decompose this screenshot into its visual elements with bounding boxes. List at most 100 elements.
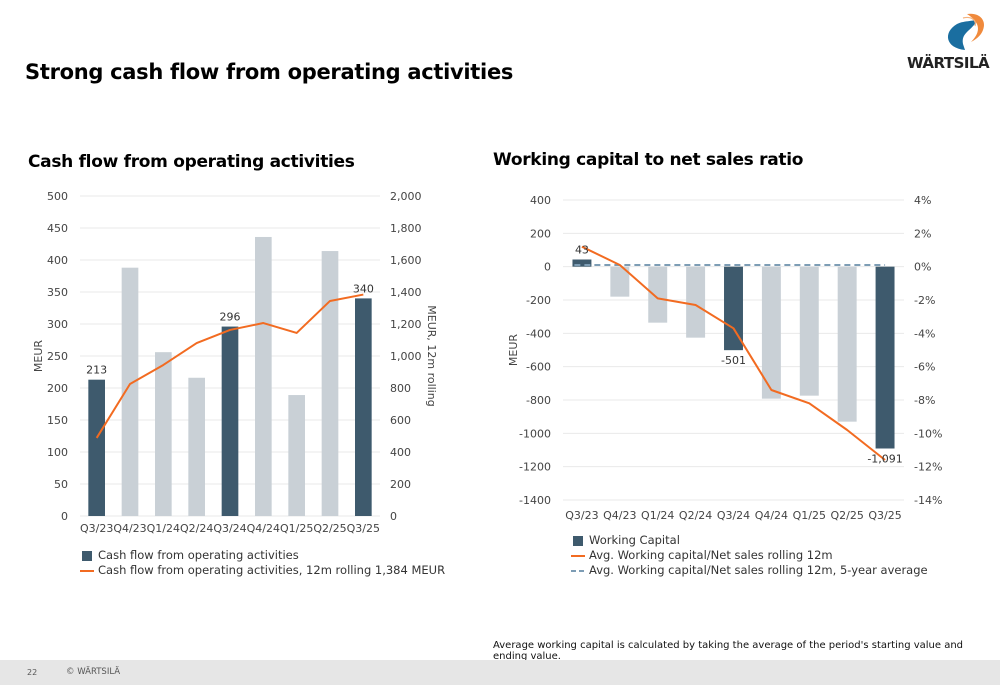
y-tick-label: 400 <box>47 254 68 267</box>
x-tick-label: Q3/23 <box>80 522 113 535</box>
legend-item-working-capital: Working Capital <box>571 533 928 548</box>
legend-label: Avg. Working capital/Net sales rolling 1… <box>589 548 833 562</box>
y-tick-label: 200 <box>530 227 551 240</box>
legend-swatch-line <box>80 569 94 572</box>
legend-item-cash-flow-rolling: Cash flow from operating activities, 12m… <box>80 563 445 578</box>
y2-tick-label: 600 <box>390 414 411 427</box>
y-tick-label: -600 <box>526 361 551 374</box>
y-tick-label: 400 <box>530 194 551 207</box>
y-tick-label: 300 <box>47 318 68 331</box>
copyright: © WÄRTSILÄ <box>66 667 121 677</box>
legend-item-cash-flow: Cash flow from operating activities <box>80 548 445 563</box>
page-title: Strong cash flow from operating activiti… <box>25 60 514 84</box>
x-tick-label: Q4/23 <box>603 509 636 522</box>
y2-tick-label: 1,000 <box>390 350 422 363</box>
bar-Q2-24 <box>188 377 205 516</box>
legend-swatch-line <box>571 554 585 557</box>
bar-Q2-25 <box>837 266 857 422</box>
x-tick-label: Q3/25 <box>868 509 901 522</box>
x-tick-label: Q1/24 <box>641 509 674 522</box>
logo-swirl-icon <box>947 13 985 50</box>
bar-Q4-24 <box>761 266 781 399</box>
bar-Q1-25 <box>799 266 819 396</box>
y2-tick-label: -14% <box>914 494 942 507</box>
chart-title-working-capital: Working capital to net sales ratio <box>493 150 804 170</box>
x-tick-label: Q1/25 <box>280 522 313 535</box>
data-label: 213 <box>86 364 107 377</box>
x-tick-label: Q4/24 <box>247 522 280 535</box>
y-tick-label: -400 <box>526 327 551 340</box>
y-tick-label: 250 <box>47 350 68 363</box>
legend-label: Cash flow from operating activities <box>98 548 299 562</box>
x-tick-label: Q4/24 <box>755 509 788 522</box>
legend-label: Cash flow from operating activities, 12m… <box>98 563 446 577</box>
y-tick-label: -1400 <box>519 494 551 507</box>
wartsila-logo: WÄRTSILÄ <box>905 10 990 74</box>
legend-item-ratio-average: Avg. Working capital/Net sales rolling 1… <box>571 563 928 578</box>
y2-tick-label: 1,800 <box>390 222 422 235</box>
y2-tick-label: 1,400 <box>390 286 422 299</box>
bar-Q4-24 <box>255 236 272 516</box>
working-capital-legend: Working Capital Avg. Working capital/Net… <box>571 533 928 578</box>
cash-flow-legend: Cash flow from operating activities Cash… <box>80 548 445 578</box>
bar-Q1-25 <box>288 395 305 516</box>
bar-Q2-25 <box>321 251 339 517</box>
y-tick-label: -200 <box>526 294 551 307</box>
legend-swatch-dashed-line <box>571 569 585 572</box>
y2-tick-label: 800 <box>390 382 411 395</box>
logo-text: WÄRTSILÄ <box>907 54 990 72</box>
y2-tick-label: 4% <box>914 194 931 207</box>
y-tick-label: 100 <box>47 446 68 459</box>
x-tick-label: Q4/23 <box>113 522 146 535</box>
x-tick-label: Q2/25 <box>830 509 863 522</box>
data-label: 43 <box>575 244 589 257</box>
chart-title-cash-flow: Cash flow from operating activities <box>28 152 355 172</box>
legend-swatch-bar <box>573 535 583 546</box>
y-axis-title: MEUR <box>32 340 45 372</box>
bar-Q4-23 <box>610 266 630 297</box>
y-tick-label: 350 <box>47 286 68 299</box>
bar-Q3-24 <box>221 326 239 516</box>
y2-tick-label: -4% <box>914 327 935 340</box>
y2-tick-label: -8% <box>914 394 935 407</box>
x-tick-label: Q3/25 <box>347 522 380 535</box>
legend-item-ratio: Avg. Working capital/Net sales rolling 1… <box>571 548 928 563</box>
y2-tick-label: 0 <box>390 510 397 523</box>
y-tick-label: 50 <box>54 478 68 491</box>
x-tick-label: Q3/23 <box>565 509 598 522</box>
x-tick-label: Q3/24 <box>213 522 246 535</box>
y2-tick-label: 2,000 <box>390 190 422 203</box>
x-tick-label: Q1/25 <box>793 509 826 522</box>
x-tick-label: Q2/24 <box>679 509 712 522</box>
y2-tick-label: 200 <box>390 478 411 491</box>
bar-Q2-24 <box>686 266 706 338</box>
y2-axis-title: MEUR, 12m rolling <box>425 305 438 406</box>
legend-swatch-bar <box>82 550 92 561</box>
y2-tick-label: 2% <box>914 227 931 240</box>
bar-Q3-23 <box>88 379 105 516</box>
y-tick-label: -1200 <box>519 461 551 474</box>
footnote: Average working capital is calculated by… <box>493 640 964 662</box>
y2-tick-label: 1,600 <box>390 254 422 267</box>
bar-Q4-23 <box>121 267 139 516</box>
bar-Q3-23 <box>572 259 592 267</box>
x-tick-label: Q3/24 <box>717 509 750 522</box>
legend-label: Avg. Working capital/Net sales rolling 1… <box>589 563 928 577</box>
y-tick-label: 150 <box>47 414 68 427</box>
data-label: 296 <box>220 311 241 324</box>
y2-tick-label: 0% <box>914 261 931 274</box>
bar-Q3-25 <box>875 266 895 449</box>
x-tick-label: Q2/25 <box>313 522 346 535</box>
y2-tick-label: -10% <box>914 427 942 440</box>
y-tick-label: -800 <box>526 394 551 407</box>
y2-tick-label: 1,200 <box>390 318 422 331</box>
x-tick-label: Q2/24 <box>180 522 213 535</box>
y-tick-label: 450 <box>47 222 68 235</box>
legend-label: Working Capital <box>589 533 680 547</box>
y2-tick-label: -2% <box>914 294 935 307</box>
y2-tick-label: 400 <box>390 446 411 459</box>
bar-Q3-24 <box>724 266 743 351</box>
y2-tick-label: -12% <box>914 461 942 474</box>
